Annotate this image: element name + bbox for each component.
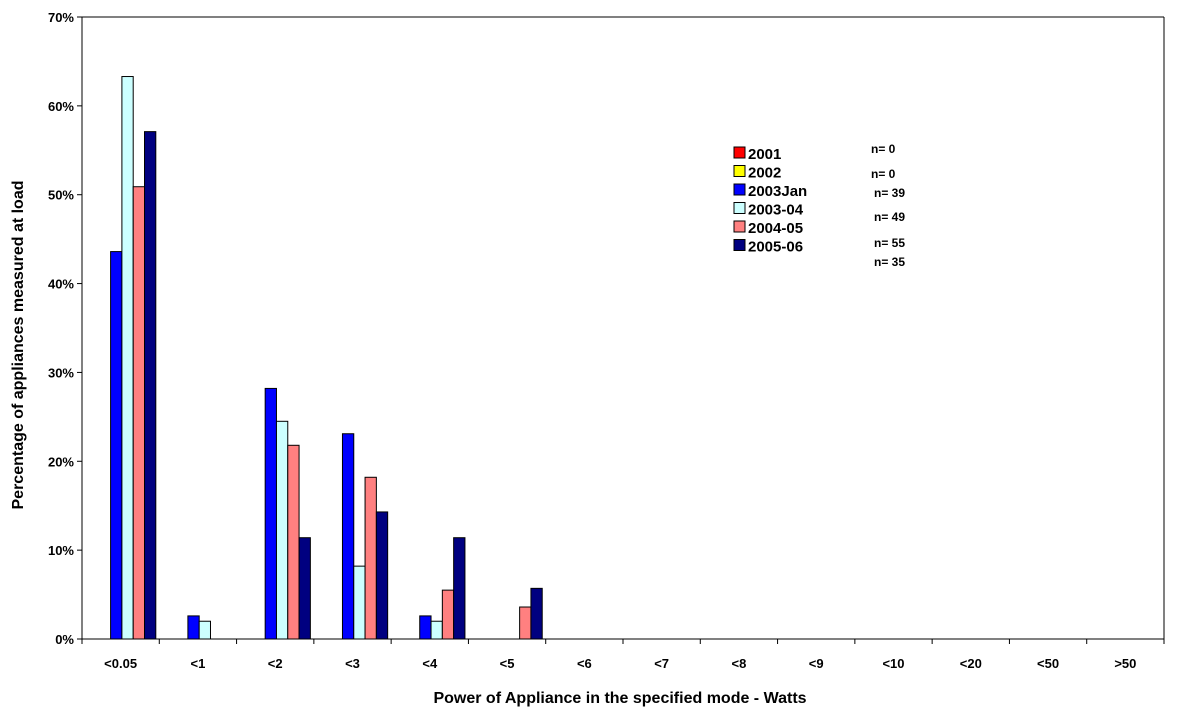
legend-label: 2002: [748, 165, 781, 182]
x-tick-label: <50: [1037, 656, 1059, 671]
x-tick-label: <5: [500, 656, 515, 671]
legend-label: 2003-04: [748, 202, 804, 219]
y-tick-label: 50%: [48, 188, 74, 203]
bars-layer: [110, 76, 543, 640]
legend-swatch: [733, 183, 746, 196]
x-tick-label: <0.05: [104, 656, 137, 671]
y-tick-label: 10%: [48, 543, 74, 558]
legend-n-count: n= 0: [871, 142, 896, 156]
bar-2005-06-<0.05: [144, 131, 157, 640]
bar-2005-06-<5: [530, 587, 543, 640]
bar-2003-04-<3: [353, 565, 366, 640]
legend: 2001 n= 0 2002 n= 0 2003Jan n= 39 2003-04 n= 49…: [733, 142, 905, 269]
bar-2003Jan-<2: [264, 387, 277, 640]
legend-n-count: n= 39: [874, 186, 905, 200]
bar-2004-05-<4: [441, 589, 455, 640]
legend-n-count: n= 55: [874, 236, 905, 250]
x-tick-labels: <0.05 <1 <2 <3 <4 <5 <6 <7 <8 <9 <10 <20 <50 >50: [104, 656, 1136, 671]
x-tick-label: <7: [654, 656, 669, 671]
legend-label: 2001: [748, 146, 781, 163]
x-axis-title: Power of Appliance in the specified mode…: [433, 690, 806, 707]
y-tick-label: 30%: [48, 365, 74, 380]
x-tick-label: <2: [268, 656, 283, 671]
bar-2004-05-<0.05: [132, 186, 145, 640]
axes-layer: [77, 16, 1165, 644]
x-tick-label: <20: [960, 656, 982, 671]
bar-2004-05-<2: [287, 444, 300, 640]
bar-2003Jan-<1: [187, 615, 200, 640]
legend-label: 2005-06: [748, 239, 803, 256]
legend-swatch: [733, 202, 746, 214]
y-tick-label: 0%: [55, 632, 74, 647]
x-tick-label: <1: [191, 656, 206, 671]
y-axis-title: Percentage of appliances measured at loa…: [10, 180, 27, 509]
legend-label: 2004-05: [748, 220, 803, 237]
legend-n-count: n= 49: [874, 210, 905, 224]
y-tick-label: 60%: [48, 99, 74, 114]
x-tick-label: >50: [1114, 656, 1136, 671]
y-tick-label: 20%: [48, 454, 74, 469]
bar-2003Jan-<4: [419, 615, 432, 640]
legend-n-count: n= 0: [871, 167, 896, 181]
bar-2003-04-<2: [275, 420, 289, 640]
legend-label: 2003Jan: [748, 183, 807, 200]
y-tick-label: 40%: [48, 277, 74, 292]
legend-swatch: [733, 165, 746, 177]
x-tick-label: <10: [882, 656, 904, 671]
bar-2005-06-<4: [453, 537, 466, 640]
legend-swatch: [733, 239, 746, 251]
bar-2004-05-<3: [364, 476, 377, 640]
x-tick-label: <9: [809, 656, 824, 671]
bar-2004-05-<5: [519, 606, 532, 640]
x-tick-label: <3: [345, 656, 360, 671]
legend-n-count: n= 35: [874, 255, 905, 269]
x-tick-label: <8: [732, 656, 747, 671]
bar-2005-06-<3: [375, 511, 389, 640]
y-tick-labels: 0% 10% 20% 30% 40% 50% 60% 70%: [48, 10, 74, 647]
y-tick-label: 70%: [48, 10, 74, 25]
bar-2003-04-<0.05: [121, 76, 134, 640]
legend-swatch: [733, 220, 746, 233]
x-tick-label: <4: [422, 656, 438, 671]
bar-2003-04-<4: [430, 620, 443, 640]
bar-2003Jan-<0.05: [110, 251, 123, 640]
bar-2003Jan-<3: [341, 433, 355, 640]
legend-swatch: [733, 146, 746, 159]
bar-2005-06-<2: [298, 537, 311, 640]
bar-2003-04-<1: [198, 620, 211, 640]
x-tick-label: <6: [577, 656, 592, 671]
